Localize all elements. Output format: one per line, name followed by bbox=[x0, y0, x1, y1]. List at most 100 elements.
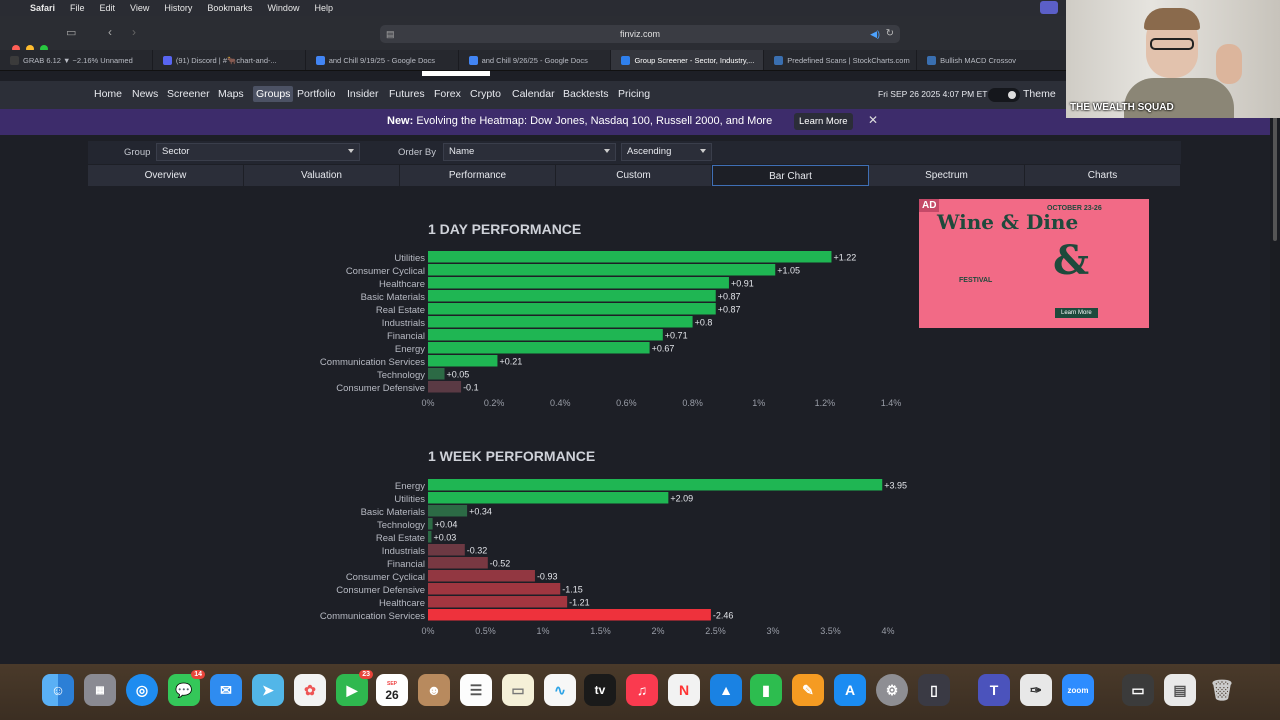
bar[interactable] bbox=[428, 544, 465, 556]
iphone-mirroring-icon[interactable]: ▯ bbox=[918, 674, 950, 706]
bar[interactable] bbox=[428, 355, 498, 367]
reminders-icon[interactable]: ☰ bbox=[460, 674, 492, 706]
nav-item-groups[interactable]: Groups bbox=[253, 86, 294, 102]
nav-item-calendar[interactable]: Calendar bbox=[512, 88, 555, 100]
nav-item-home[interactable]: Home bbox=[94, 88, 123, 100]
keynote-icon[interactable]: ▲ bbox=[710, 674, 742, 706]
nav-item-portfolio[interactable]: Portfolio bbox=[297, 88, 336, 100]
back-icon[interactable]: ‹ bbox=[108, 25, 112, 39]
speaker-icon[interactable]: ◀) bbox=[870, 29, 880, 39]
bar[interactable] bbox=[428, 479, 883, 491]
browser-tab[interactable]: and Chill 9/19/25 - Google Docs bbox=[306, 50, 459, 70]
bar[interactable] bbox=[428, 518, 433, 530]
nav-item-futures[interactable]: Futures bbox=[389, 88, 425, 100]
page-scrollbar[interactable] bbox=[1270, 71, 1280, 664]
music-icon[interactable]: ♫ bbox=[626, 674, 658, 706]
bar[interactable] bbox=[428, 342, 650, 354]
ad-learn-more-button[interactable]: Learn More bbox=[1055, 308, 1098, 318]
trash-icon[interactable]: 🗑 bbox=[1209, 679, 1235, 702]
facetime-icon[interactable]: ▶ 23 bbox=[336, 670, 373, 706]
bar[interactable] bbox=[428, 609, 711, 621]
menu-app-name[interactable]: Safari bbox=[30, 3, 56, 13]
teams-icon[interactable]: T bbox=[978, 674, 1010, 706]
bar[interactable] bbox=[428, 303, 716, 315]
bar[interactable] bbox=[428, 570, 535, 582]
menu-help[interactable]: Help bbox=[314, 3, 333, 13]
browser-tab[interactable]: Bullish MACD Crossov bbox=[917, 50, 1071, 70]
bar[interactable] bbox=[428, 277, 729, 289]
messages-icon[interactable]: 💬 14 bbox=[168, 670, 205, 706]
view-tab-valuation[interactable]: Valuation bbox=[244, 165, 400, 186]
view-tab-bar-chart[interactable]: Bar Chart bbox=[712, 165, 869, 186]
safari-icon[interactable]: ◎ bbox=[126, 674, 158, 706]
bar[interactable] bbox=[428, 290, 716, 302]
bar[interactable] bbox=[428, 492, 669, 504]
reload-icon[interactable]: ↻ bbox=[885, 28, 894, 39]
nav-item-crypto[interactable]: Crypto bbox=[470, 88, 501, 100]
menu-view[interactable]: View bbox=[130, 3, 150, 13]
close-banner-icon[interactable]: ✕ bbox=[868, 113, 879, 127]
bar[interactable] bbox=[428, 381, 462, 393]
bar[interactable] bbox=[428, 264, 776, 276]
textedit-icon[interactable]: ✑ bbox=[1020, 674, 1052, 706]
theme-toggle[interactable] bbox=[988, 88, 1020, 102]
nav-item-screener[interactable]: Screener bbox=[167, 88, 210, 100]
bar[interactable] bbox=[428, 505, 468, 517]
finder-icon[interactable]: ☺ bbox=[42, 674, 74, 706]
minimize-window-icon[interactable] bbox=[26, 45, 34, 53]
order-by-select[interactable]: Name bbox=[443, 143, 616, 161]
zoom-icon[interactable]: zoom bbox=[1062, 674, 1094, 706]
maps-icon[interactable]: ➤ bbox=[252, 674, 284, 706]
ad-banner[interactable]: AD OCTOBER 23-26 Wine & Dine FESTIVAL & … bbox=[919, 199, 1149, 328]
freeform-icon[interactable]: ∿ bbox=[544, 674, 576, 706]
browser-tab[interactable]: Predefined Scans | StockCharts.com bbox=[764, 50, 918, 70]
group-select[interactable]: Sector bbox=[156, 143, 360, 161]
menu-file[interactable]: File bbox=[70, 3, 85, 13]
nav-item-insider[interactable]: Insider bbox=[347, 88, 379, 100]
close-window-icon[interactable] bbox=[12, 45, 20, 53]
bar[interactable] bbox=[428, 329, 663, 341]
mail-icon[interactable]: ✉ bbox=[210, 674, 242, 706]
bar[interactable] bbox=[428, 316, 693, 328]
address-bar[interactable]: ▤ finviz.com ◀) ↻ bbox=[380, 25, 900, 43]
learn-more-button[interactable]: Learn More bbox=[794, 113, 853, 130]
menu-edit[interactable]: Edit bbox=[99, 3, 116, 13]
nav-item-backtests[interactable]: Backtests bbox=[563, 88, 609, 100]
view-tab-charts[interactable]: Charts bbox=[1025, 165, 1181, 186]
bar[interactable] bbox=[428, 368, 445, 380]
nav-item-news[interactable]: News bbox=[132, 88, 159, 100]
news-icon[interactable]: N bbox=[668, 674, 700, 706]
browser-tab[interactable]: GRAB 6.12 ▼ −2.16% Unnamed bbox=[0, 50, 153, 70]
sidebar-toggle-icon[interactable]: ▭ bbox=[66, 27, 77, 39]
bar[interactable] bbox=[428, 531, 432, 543]
forward-icon[interactable]: › bbox=[132, 25, 136, 39]
pages-icon[interactable]: ✎ bbox=[792, 674, 824, 706]
numbers-icon[interactable]: ▮ bbox=[750, 674, 782, 706]
menu-bookmarks[interactable]: Bookmarks bbox=[207, 3, 253, 13]
view-tab-performance[interactable]: Performance bbox=[400, 165, 556, 186]
view-tab-overview[interactable]: Overview bbox=[88, 165, 244, 186]
notes-icon[interactable]: ▭ bbox=[502, 674, 534, 706]
view-tab-custom[interactable]: Custom bbox=[556, 165, 712, 186]
photos-icon[interactable]: ✿ bbox=[294, 674, 326, 706]
bar[interactable] bbox=[428, 583, 561, 595]
screen-share-icon[interactable] bbox=[1040, 1, 1058, 14]
nav-item-maps[interactable]: Maps bbox=[218, 88, 244, 100]
menu-window[interactable]: Window bbox=[267, 3, 300, 13]
browser-tab[interactable]: (91) Discord | #🐂chart-and-... bbox=[153, 50, 306, 70]
downloads-stack-icon[interactable]: ▭ bbox=[1122, 674, 1154, 706]
banner-text[interactable]: New: Evolving the Heatmap: Dow Jones, Na… bbox=[387, 115, 772, 127]
view-tab-spectrum[interactable]: Spectrum bbox=[869, 165, 1025, 186]
theme-label[interactable]: Theme bbox=[1023, 88, 1056, 100]
direction-select[interactable]: Ascending bbox=[621, 143, 712, 161]
bar[interactable] bbox=[428, 596, 568, 608]
contacts-icon[interactable]: ☻ bbox=[418, 674, 450, 706]
bar[interactable] bbox=[428, 251, 832, 263]
scrollbar-thumb[interactable] bbox=[1273, 111, 1277, 241]
apple-tv-icon[interactable]: tv bbox=[584, 674, 616, 706]
browser-tab[interactable]: Group Screener - Sector, Industry,... bbox=[611, 50, 765, 70]
nav-item-pricing[interactable]: Pricing bbox=[618, 88, 651, 100]
launchpad-icon[interactable]: ▦ bbox=[84, 674, 116, 706]
zoom-window-icon[interactable] bbox=[40, 45, 48, 53]
calendar-icon[interactable]: SEP 26 bbox=[376, 674, 408, 706]
